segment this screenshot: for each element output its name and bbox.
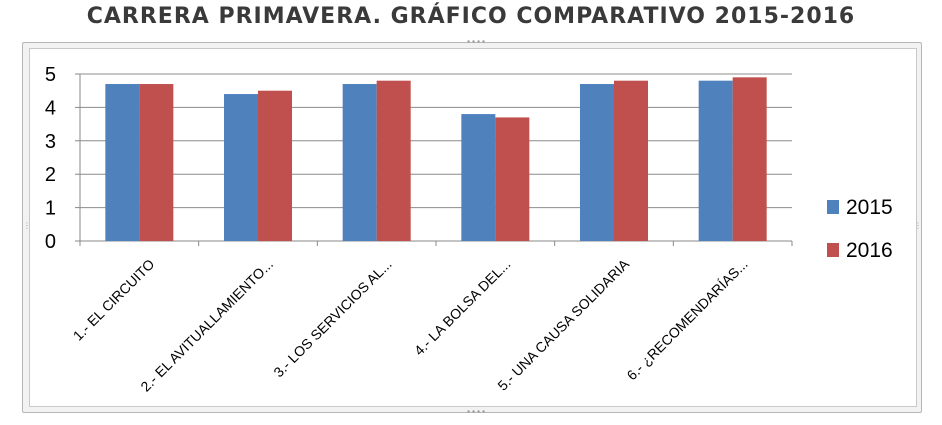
left-resize-handle[interactable]: ⋮ — [23, 221, 31, 230]
bar-2015-6 — [698, 80, 733, 242]
bar-2015-5 — [580, 84, 614, 242]
top-resize-handle[interactable]: ∙∙∙∙ — [466, 37, 487, 46]
x-category-label: 2.- EL AVITUALLAMIENTO... — [137, 256, 276, 395]
legend-swatch-2016 — [827, 243, 839, 257]
y-tick-label-5: 5 — [45, 64, 56, 86]
x-category-label: 3.- LOS SERVICIOS AL... — [270, 256, 394, 380]
x-category-label: 1.- EL CIRCUITO — [70, 256, 158, 344]
x-category-label: 6.- ¿RECOMENDARÍAS... — [623, 256, 750, 383]
bar-2015-3 — [342, 84, 377, 242]
bar-2016-1 — [139, 84, 174, 242]
x-category-label: 4.- LA BOLSA DEL... — [411, 256, 514, 359]
bar-2015-1 — [105, 84, 140, 242]
chart-title: CARRERA PRIMAVERA. GRÁFICO COMPARATIVO 2… — [86, 4, 856, 29]
x-category-label: 5.- UNA CAUSA SOLIDARIA — [494, 255, 632, 393]
legend-swatch-2015 — [827, 200, 839, 214]
bar-2016-4 — [495, 117, 530, 241]
legend-label-2016: 2016 — [846, 239, 893, 262]
y-tick-label-3: 3 — [45, 131, 56, 153]
bottom-resize-handle[interactable]: ∙∙∙∙ — [466, 407, 487, 416]
right-resize-handle[interactable]: ⋮ — [914, 221, 922, 230]
y-tick-label-2: 2 — [45, 164, 56, 186]
y-tick-label-4: 4 — [45, 97, 56, 119]
y-tick-label-0: 0 — [45, 231, 56, 253]
y-tick-label-1: 1 — [45, 198, 56, 220]
bar-2016-2 — [258, 90, 292, 241]
bar-2016-6 — [732, 77, 767, 241]
bar-2015-2 — [224, 94, 258, 241]
bar-2015-4 — [461, 114, 496, 241]
bar-2016-3 — [376, 80, 411, 242]
legend-label-2015: 2015 — [846, 196, 893, 219]
bar-2016-5 — [614, 80, 648, 242]
